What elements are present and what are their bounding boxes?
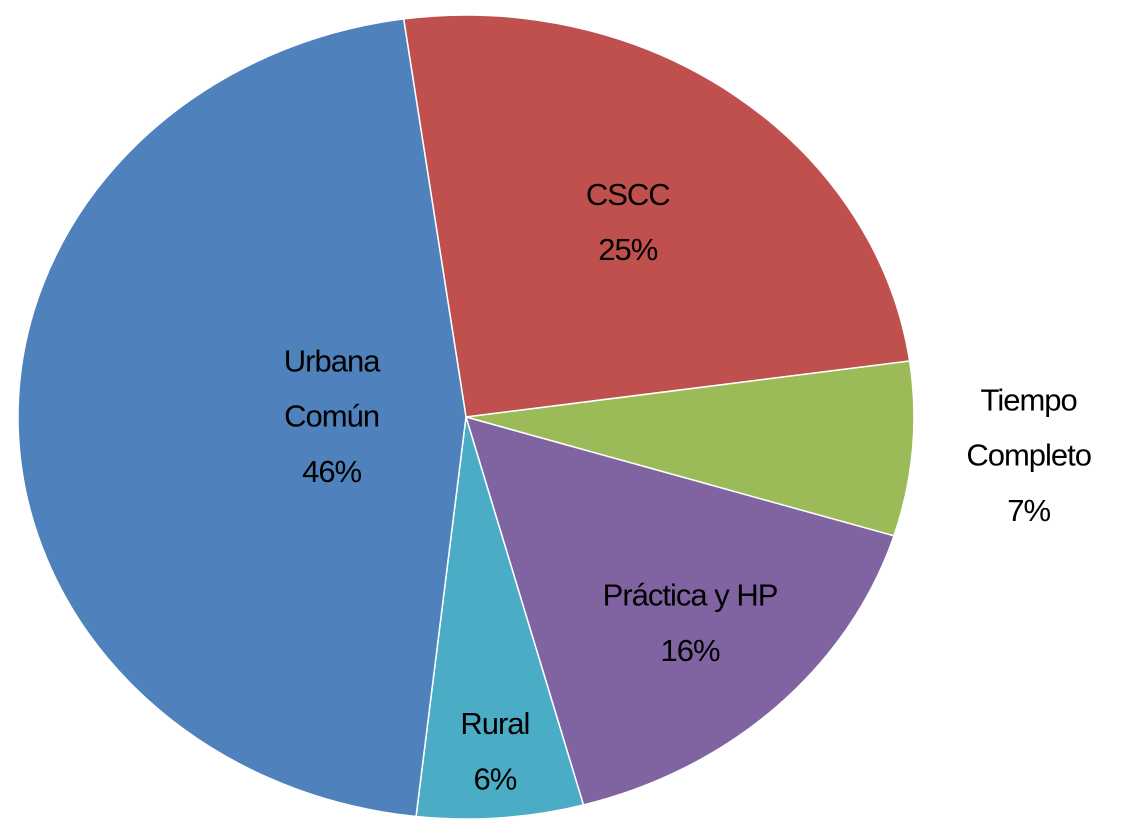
slice-value-label: 46% [302, 454, 361, 489]
slice-label: Práctica y HP [603, 578, 778, 613]
pie-slice [17, 18, 467, 818]
slice-label: CSCC [586, 177, 670, 212]
slice-value-label: 25% [598, 232, 657, 267]
slice-label: Tiempo Completo [966, 383, 1091, 473]
slice-value-label: 7% [1007, 493, 1050, 528]
pie-slice [464, 415, 895, 806]
pie-slice [402, 14, 911, 418]
slice-label: Rural [460, 706, 529, 741]
pie-slice [415, 416, 585, 819]
slice-label: Urbana Común [284, 344, 381, 434]
slice-value-label: 16% [661, 633, 720, 668]
pie-slice [465, 360, 915, 537]
slice-value-label: 6% [473, 761, 516, 796]
